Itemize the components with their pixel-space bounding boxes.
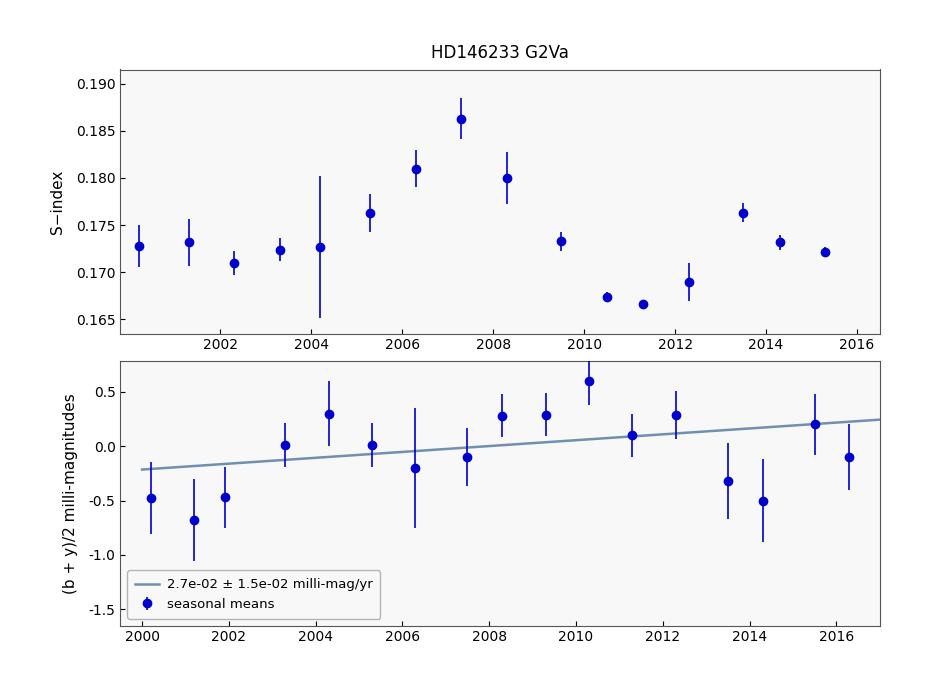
Y-axis label: S−index: S−index: [50, 170, 65, 234]
Title: HD146233 G2Va: HD146233 G2Va: [432, 44, 569, 63]
Legend: 2.7e-02 ± 1.5e-02 milli-mag/yr, seasonal means: 2.7e-02 ± 1.5e-02 milli-mag/yr, seasonal…: [127, 571, 381, 619]
Y-axis label: (b + y)/2 milli-magnitudes: (b + y)/2 milli-magnitudes: [63, 393, 78, 594]
